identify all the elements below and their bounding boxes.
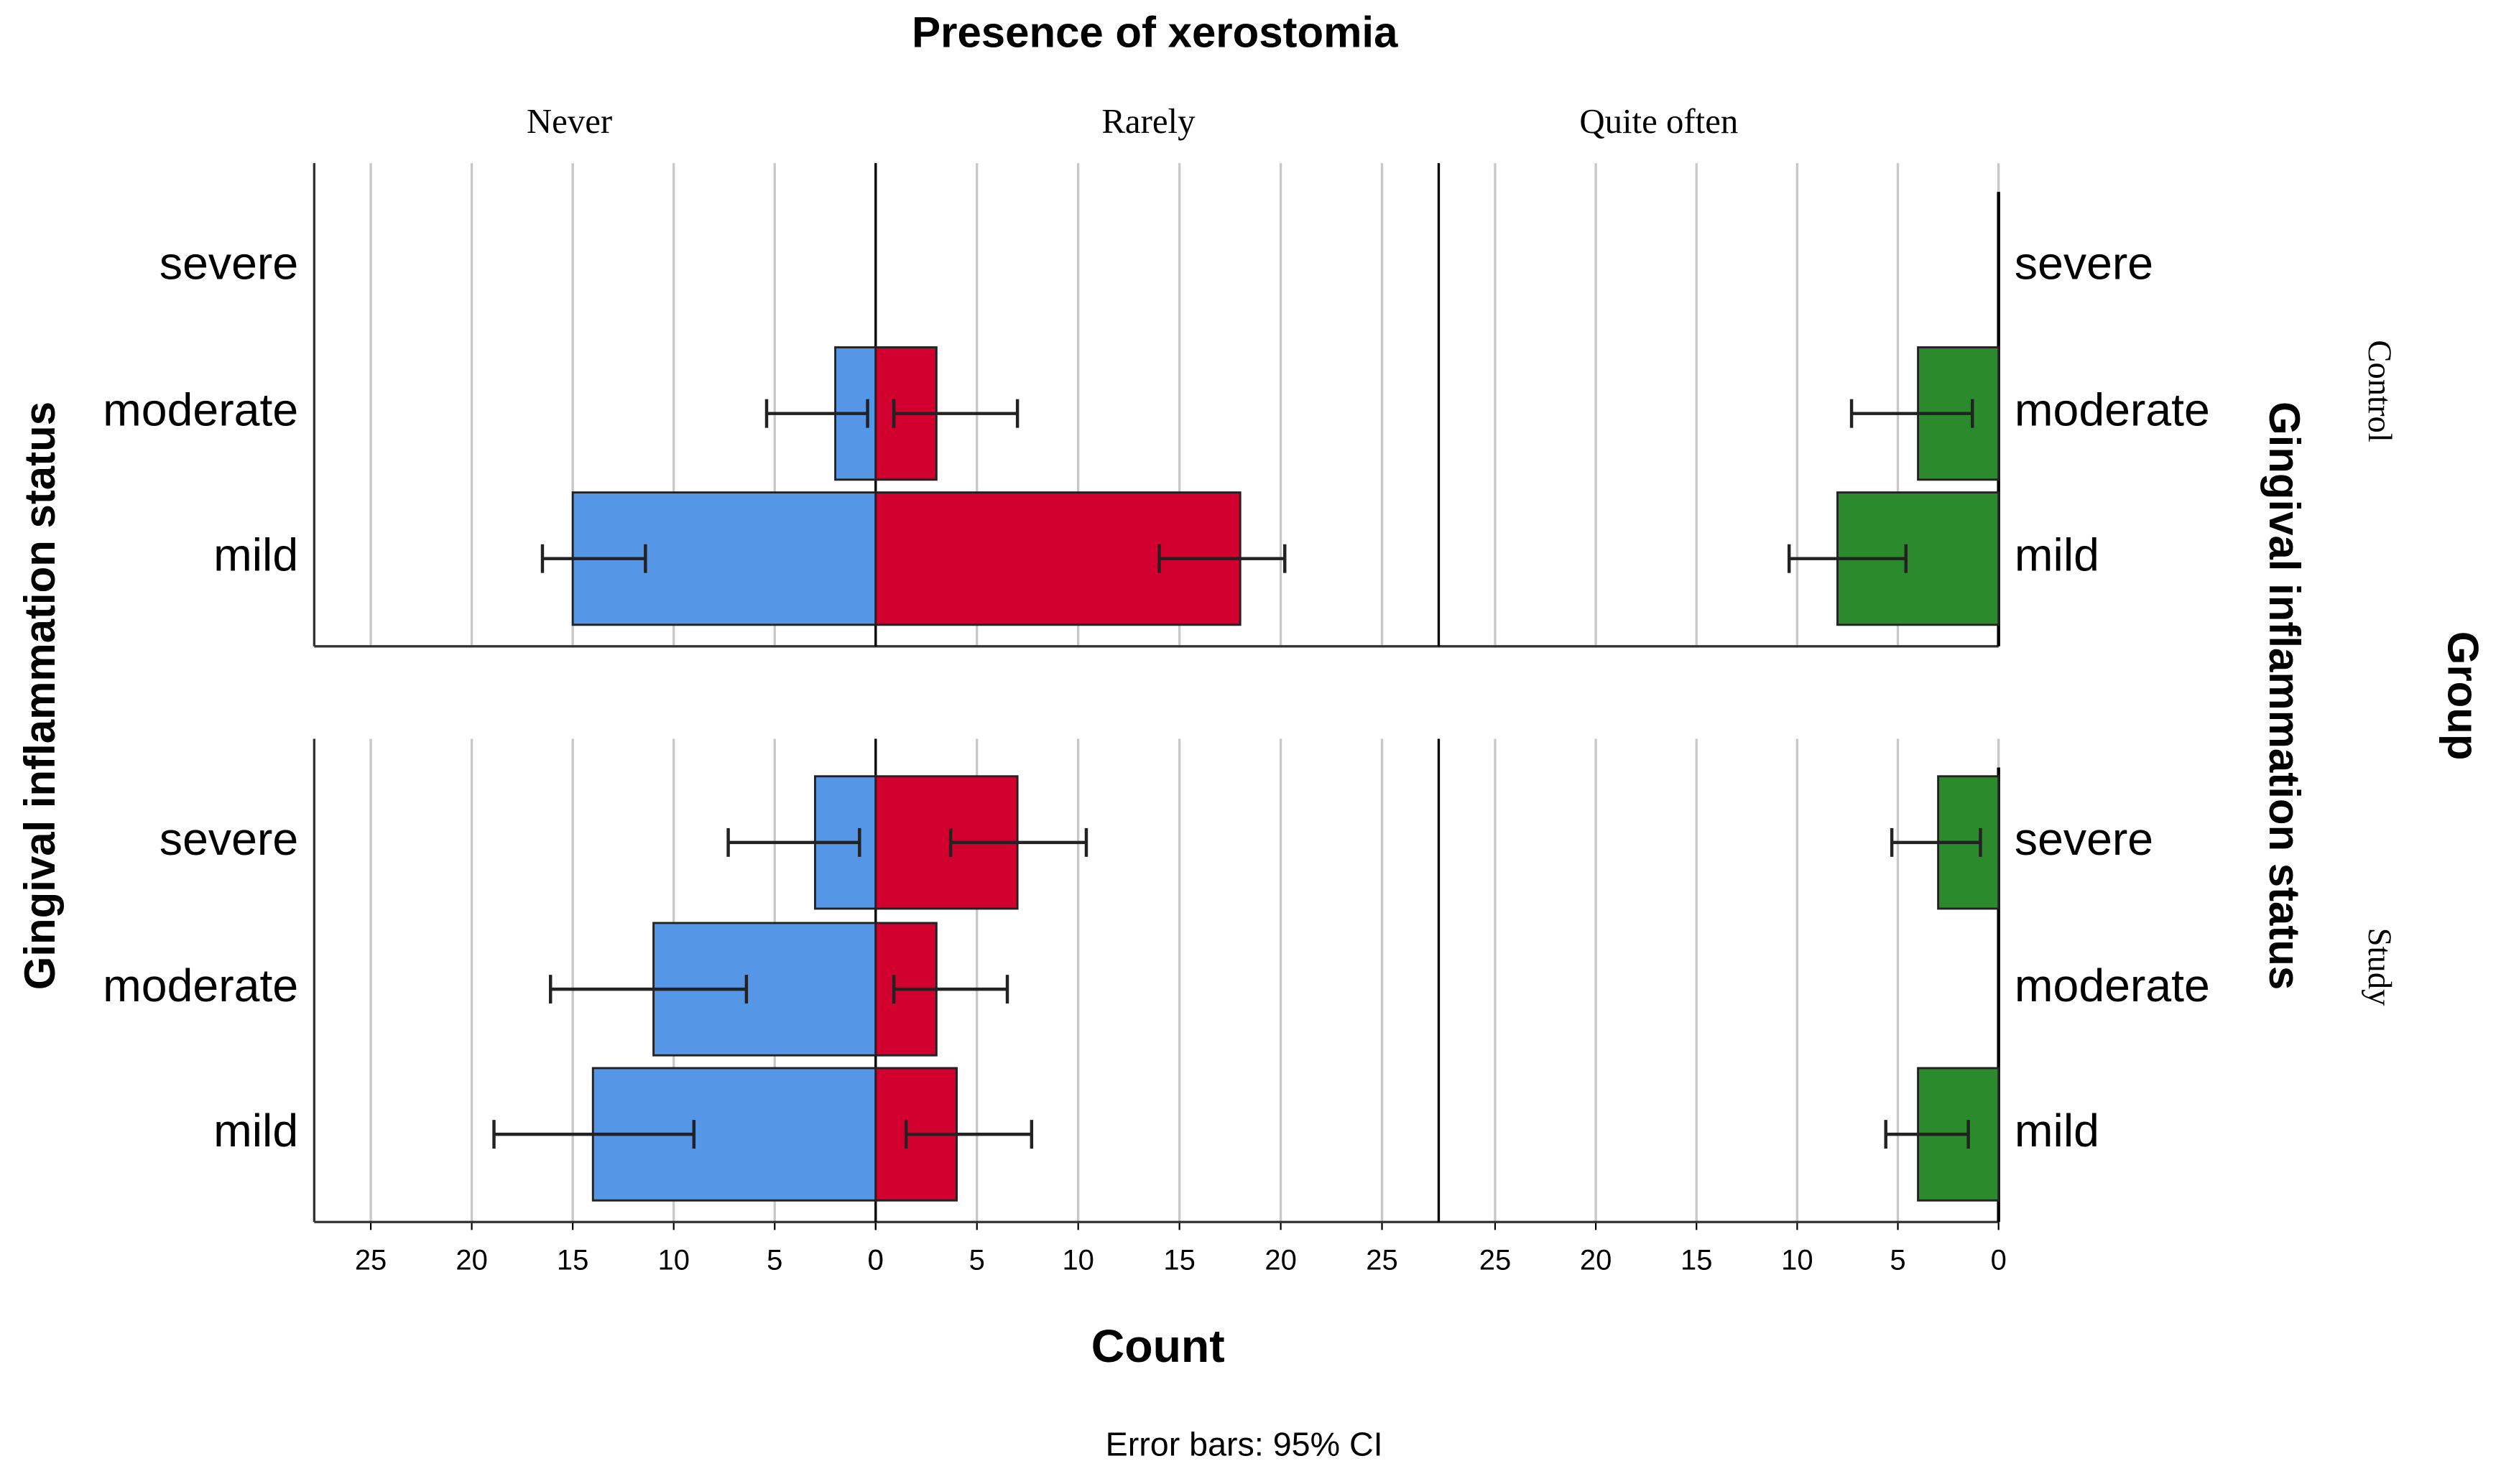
- note: Error bars: 95% CI: [1106, 1426, 1383, 1463]
- x-tick-label: 25: [1366, 1244, 1397, 1276]
- y2-tick-label: severe: [2015, 813, 2153, 865]
- x-tick-label: 15: [1163, 1244, 1195, 1276]
- x-tick-label: 5: [767, 1244, 782, 1276]
- x-tick-label: 5: [969, 1244, 985, 1276]
- y-tick-label: mild: [213, 529, 298, 581]
- y2-tick-label: severe: [2015, 237, 2153, 289]
- y2-axis-label: Gingival inflammation status: [2260, 402, 2308, 990]
- group-name: Control: [2361, 340, 2398, 442]
- y2-tick-label: moderate: [2015, 384, 2210, 436]
- y-tick-label: moderate: [103, 960, 298, 1011]
- x-tick-label: 20: [456, 1244, 487, 1276]
- x-tick-label: 0: [1991, 1244, 2007, 1276]
- x-tick-label: 15: [557, 1244, 588, 1276]
- x-tick-label: 10: [1062, 1244, 1094, 1276]
- y2-tick-label: moderate: [2015, 960, 2210, 1011]
- y-axis-label: Gingival inflammation status: [16, 402, 64, 990]
- x-tick-label: 25: [355, 1244, 387, 1276]
- chart-title: Presence of xerostomia: [912, 8, 1398, 56]
- x-tick-label: 15: [1681, 1244, 1712, 1276]
- x-tick-label: 20: [1265, 1244, 1296, 1276]
- x-tick-label: 5: [1890, 1244, 1905, 1276]
- y-tick-label: moderate: [103, 384, 298, 436]
- y-tick-label: mild: [213, 1105, 298, 1156]
- y2-tick-label: mild: [2015, 529, 2099, 581]
- x-tick-label: 10: [657, 1244, 689, 1276]
- x-tick-label: 25: [1479, 1244, 1511, 1276]
- panel-heading: Quite often: [1579, 101, 1738, 141]
- y-tick-label: severe: [160, 813, 298, 865]
- x-tick-label: 0: [868, 1244, 884, 1276]
- x-axis-label: Count: [1091, 1320, 1225, 1372]
- group-label: Group: [2438, 631, 2487, 761]
- x-tick-label: 0: [868, 1244, 884, 1276]
- y2-tick-label: mild: [2015, 1105, 2099, 1156]
- panel-heading: Rarely: [1101, 101, 1196, 141]
- x-tick-label: 10: [1781, 1244, 1813, 1276]
- group-name: Study: [2361, 928, 2398, 1006]
- x-tick-label: 20: [1580, 1244, 1612, 1276]
- y-tick-label: severe: [160, 237, 298, 289]
- panel-heading: Never: [527, 101, 612, 141]
